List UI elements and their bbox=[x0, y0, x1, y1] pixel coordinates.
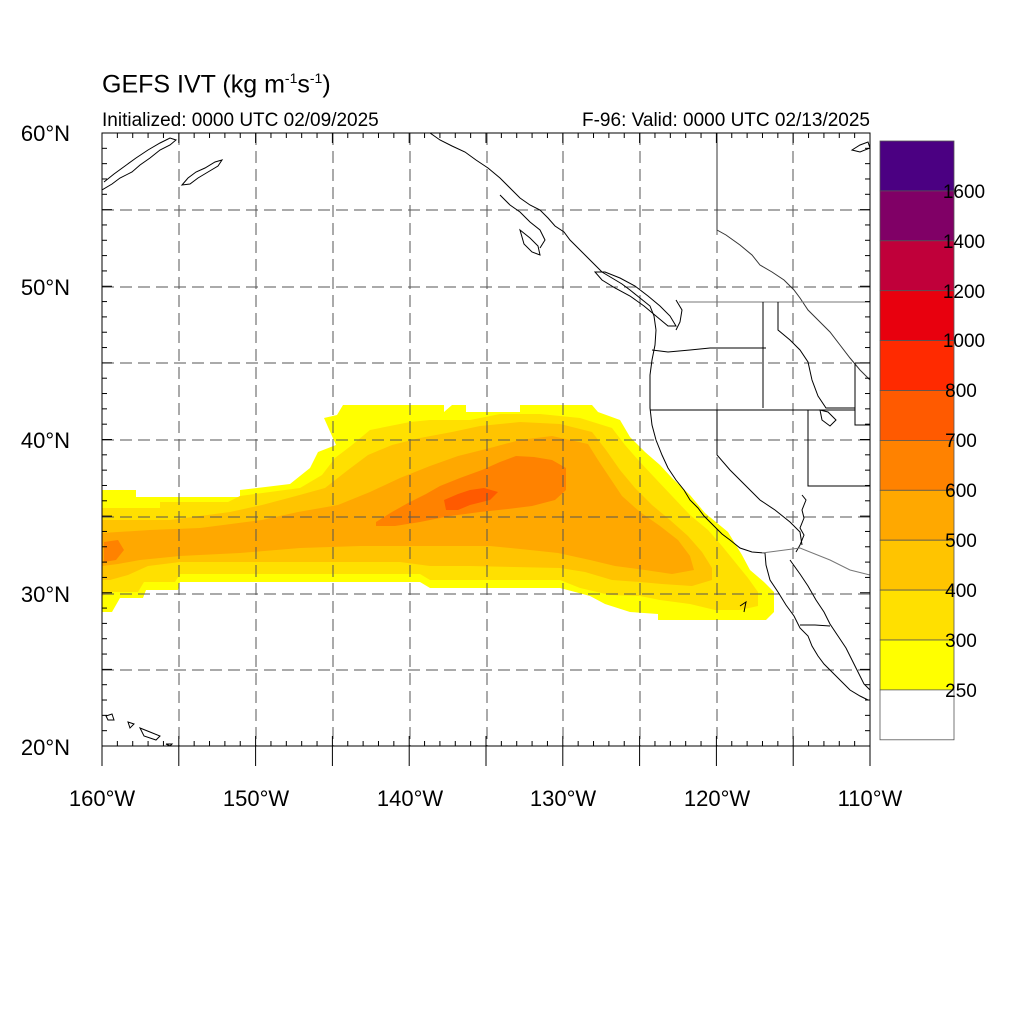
lat-label: 50°N bbox=[21, 275, 70, 300]
lat-label: 30°N bbox=[21, 582, 70, 607]
colorbar-swatch bbox=[879, 390, 955, 441]
lon-labels: 160°W 150°W 140°W 130°W 120°W 110°W bbox=[69, 786, 903, 811]
lon-label: 150°W bbox=[223, 786, 290, 811]
lat-label: 20°N bbox=[21, 735, 70, 760]
colorbar-swatch bbox=[879, 240, 955, 292]
colorbar-label: 1000 bbox=[943, 331, 985, 352]
colorbar-label: 700 bbox=[945, 431, 977, 452]
colorbar-label: 1400 bbox=[943, 232, 985, 253]
colorbar-swatch bbox=[879, 689, 955, 741]
map-frame bbox=[101, 132, 871, 766]
lat-label: 60°N bbox=[21, 121, 70, 146]
graticule bbox=[102, 133, 870, 746]
colorbar-swatch bbox=[879, 290, 955, 342]
colorbar-label: 1600 bbox=[943, 182, 985, 203]
initialized-label: Initialized: 0000 UTC 02/09/2025 bbox=[102, 110, 379, 131]
colorbar-label: 300 bbox=[945, 631, 977, 652]
chart-title: GEFS IVT (kg m-1s-1) bbox=[102, 70, 331, 99]
coastlines bbox=[102, 133, 870, 746]
colorbar-swatch bbox=[879, 140, 955, 192]
ivt-band-600 bbox=[104, 456, 566, 562]
colorbar-labels: 1600 1400 1200 1000 800 700 600 500 400 … bbox=[943, 182, 985, 702]
lon-label: 120°W bbox=[684, 786, 751, 811]
colorbar bbox=[879, 140, 955, 741]
lon-label: 110°W bbox=[838, 786, 903, 811]
colorbar-label: 600 bbox=[945, 481, 977, 502]
colorbar-label: 800 bbox=[945, 381, 977, 402]
colorbar-swatch bbox=[879, 439, 955, 491]
lon-label: 130°W bbox=[530, 786, 597, 811]
colorbar-swatch bbox=[879, 190, 955, 242]
lat-label: 40°N bbox=[21, 428, 70, 453]
colorbar-label: 250 bbox=[945, 681, 977, 702]
lon-label: 140°W bbox=[377, 786, 444, 811]
colorbar-swatch bbox=[879, 340, 955, 391]
lat-labels: 60°N 50°N 40°N 30°N 20°N bbox=[21, 121, 70, 760]
ivt-band-700 bbox=[444, 488, 498, 510]
ivt-field bbox=[102, 405, 774, 620]
colorbar-swatch bbox=[879, 589, 955, 641]
borders bbox=[650, 133, 870, 627]
valid-time-label: F-96: Valid: 0000 UTC 02/13/2025 bbox=[582, 110, 870, 131]
colorbar-label: 500 bbox=[945, 531, 977, 552]
lon-label: 160°W bbox=[69, 786, 136, 811]
colorbar-label: 1200 bbox=[943, 282, 985, 303]
colorbar-swatch bbox=[879, 539, 955, 591]
colorbar-label: 400 bbox=[945, 581, 977, 602]
colorbar-swatch bbox=[879, 489, 955, 541]
colorbar-swatch bbox=[879, 639, 955, 691]
